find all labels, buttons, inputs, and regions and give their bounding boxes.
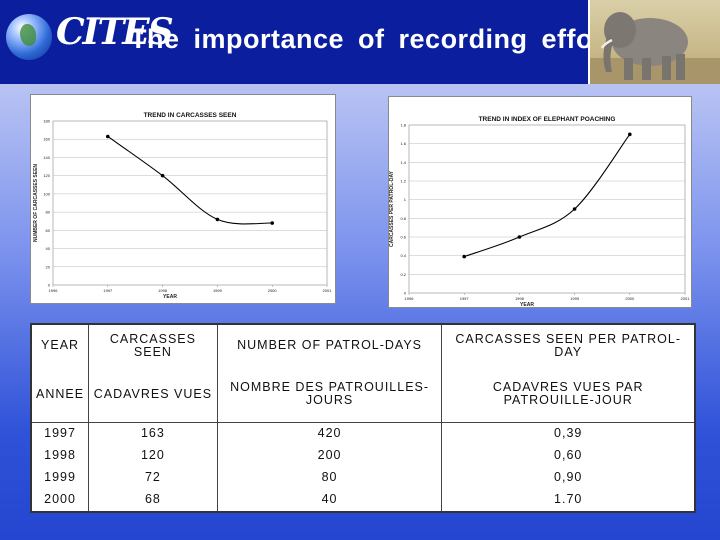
x-tick-label: 2001 [681, 296, 691, 301]
y-tick-label: 80 [46, 210, 51, 215]
table-cell: 163 [88, 422, 218, 445]
header-cell: CADAVRES VUES PAR PATROUILLE-JOUR [441, 366, 694, 423]
data-point [517, 235, 522, 239]
table-row: 1998 120 200 0,60 [32, 444, 694, 467]
elephant-photo [588, 0, 720, 84]
table-row: 1997 163 420 0,39 [32, 422, 694, 445]
y-tick-label: 140 [43, 155, 50, 160]
header-cell: YEAR [41, 338, 80, 353]
header-cell: NUMBER OF PATROL-DAYS [216, 325, 442, 367]
x-tick-label: 1996 [405, 296, 415, 301]
table-cell: 68 [88, 488, 218, 511]
data-point [215, 217, 220, 222]
data-point [572, 207, 577, 211]
table-cell: 0,90 [441, 466, 694, 489]
table-cell: 1997 [44, 426, 76, 441]
cites-logo: CITES [56, 11, 174, 53]
series-line [107, 136, 273, 225]
x-tick-label: 1999 [213, 288, 223, 293]
y-tick-label: 1.4 [400, 160, 406, 165]
header-cell: NOMBRE DES PATROUILLES-JOURS [216, 366, 442, 423]
y-tick-label: 0.8 [400, 216, 406, 221]
poaching-index-chart: 0 0.2 0.4 0.6 0.8 1 1.2 1.4 1.6 1.8 1996 1997 1998 19… [388, 96, 692, 308]
y-tick-label: 1.8 [400, 123, 406, 128]
y-tick-label: 0.6 [400, 235, 406, 240]
table-cell: 40 [216, 488, 442, 511]
table-cell: 72 [88, 466, 218, 489]
data-point [160, 173, 165, 178]
header-cell: CADAVRES VUES [88, 366, 218, 423]
header-bar: CITES The importance of recording effort [0, 0, 720, 84]
x-tick-label: 2000 [268, 288, 278, 293]
table-row: 2000 68 40 1.70 [32, 488, 694, 511]
y-tick-label: 40 [46, 246, 51, 251]
y-tick-label: 60 [46, 228, 51, 233]
table-cell: 80 [216, 466, 442, 489]
x-axis-label: YEAR [520, 302, 534, 307]
x-tick-label: 2001 [323, 288, 333, 293]
poaching-index-chart-svg: 0 0.2 0.4 0.6 0.8 1 1.2 1.4 1.6 1.8 1996 1997 1998 19… [389, 116, 691, 307]
table-cell: 200 [216, 444, 442, 467]
table-cell: 0,39 [441, 422, 694, 445]
y-tick-label: 20 [46, 264, 51, 269]
y-tick-label: 0.2 [400, 272, 406, 277]
data-point [628, 132, 632, 137]
x-tick-label: 1996 [49, 288, 59, 293]
y-tick-label: 0 [48, 283, 51, 288]
chart-title: TREND IN CARCASSES SEEN [144, 112, 237, 119]
y-axis-label: CARCASSES PER PATROL-DAY [389, 170, 395, 247]
y-tick-label: 0.4 [400, 253, 406, 258]
x-tick-label: 1998 [515, 296, 525, 301]
data-point [106, 134, 110, 139]
x-tick-label: 1997 [460, 296, 470, 301]
table-cell: 1999 [44, 470, 76, 485]
x-tick-label: 2000 [625, 296, 635, 301]
y-tick-label: 1.2 [400, 179, 406, 184]
page-title: The importance of recording effort [130, 24, 614, 54]
header-cell: CARCASSES SEEN PER PATROL-DAY [441, 325, 694, 367]
x-tick-label: 1998 [158, 288, 168, 293]
y-axis-label: NUMBER OF CARCASSES SEEN [33, 164, 39, 242]
y-tick-label: 120 [43, 173, 50, 178]
x-tick-label: 1997 [103, 288, 113, 293]
table-cell: 0,60 [441, 444, 694, 467]
y-tick-label: 180 [43, 119, 50, 124]
carcasses-chart-svg: 0 20 40 60 80 100 120 140 160 180 1996 1997 1998 1999… [33, 112, 333, 300]
header-cell: CARCASSES SEEN [88, 325, 218, 367]
table-cell: 1.70 [441, 488, 694, 511]
y-tick-label: 1 [404, 197, 407, 202]
data-point [462, 254, 466, 259]
plot-area [52, 120, 328, 286]
y-tick-label: 100 [43, 191, 50, 196]
table-cell: 420 [216, 422, 442, 445]
table-header-row-french: ANNEE CADAVRES VUES NOMBRE DES PATROUILL… [32, 366, 694, 423]
y-tick-label: 160 [43, 137, 50, 142]
data-table: YEAR CARCASSES SEEN NUMBER OF PATROL-DAY… [30, 323, 696, 513]
carcasses-chart: 0 20 40 60 80 100 120 140 160 180 1996 1997 1998 1999… [30, 94, 336, 304]
x-tick-label: 1999 [570, 296, 580, 301]
chart-title: TREND IN INDEX OF ELEPHANT POACHING [479, 116, 616, 123]
table-cell: 2000 [44, 492, 76, 507]
plot-area [408, 124, 686, 294]
globe-icon [6, 14, 52, 60]
table-cell: 1998 [44, 448, 76, 463]
y-tick-label: 0 [404, 291, 407, 296]
x-axis-label: YEAR [163, 294, 177, 300]
header-cell: ANNEE [32, 366, 89, 423]
table-cell: 120 [88, 444, 218, 467]
table-header-row: YEAR CARCASSES SEEN NUMBER OF PATROL-DAY… [32, 325, 694, 367]
table-row: 1999 72 80 0,90 [32, 466, 694, 489]
y-tick-label: 1.6 [400, 141, 406, 146]
data-point [270, 221, 274, 225]
series-line [464, 134, 631, 258]
